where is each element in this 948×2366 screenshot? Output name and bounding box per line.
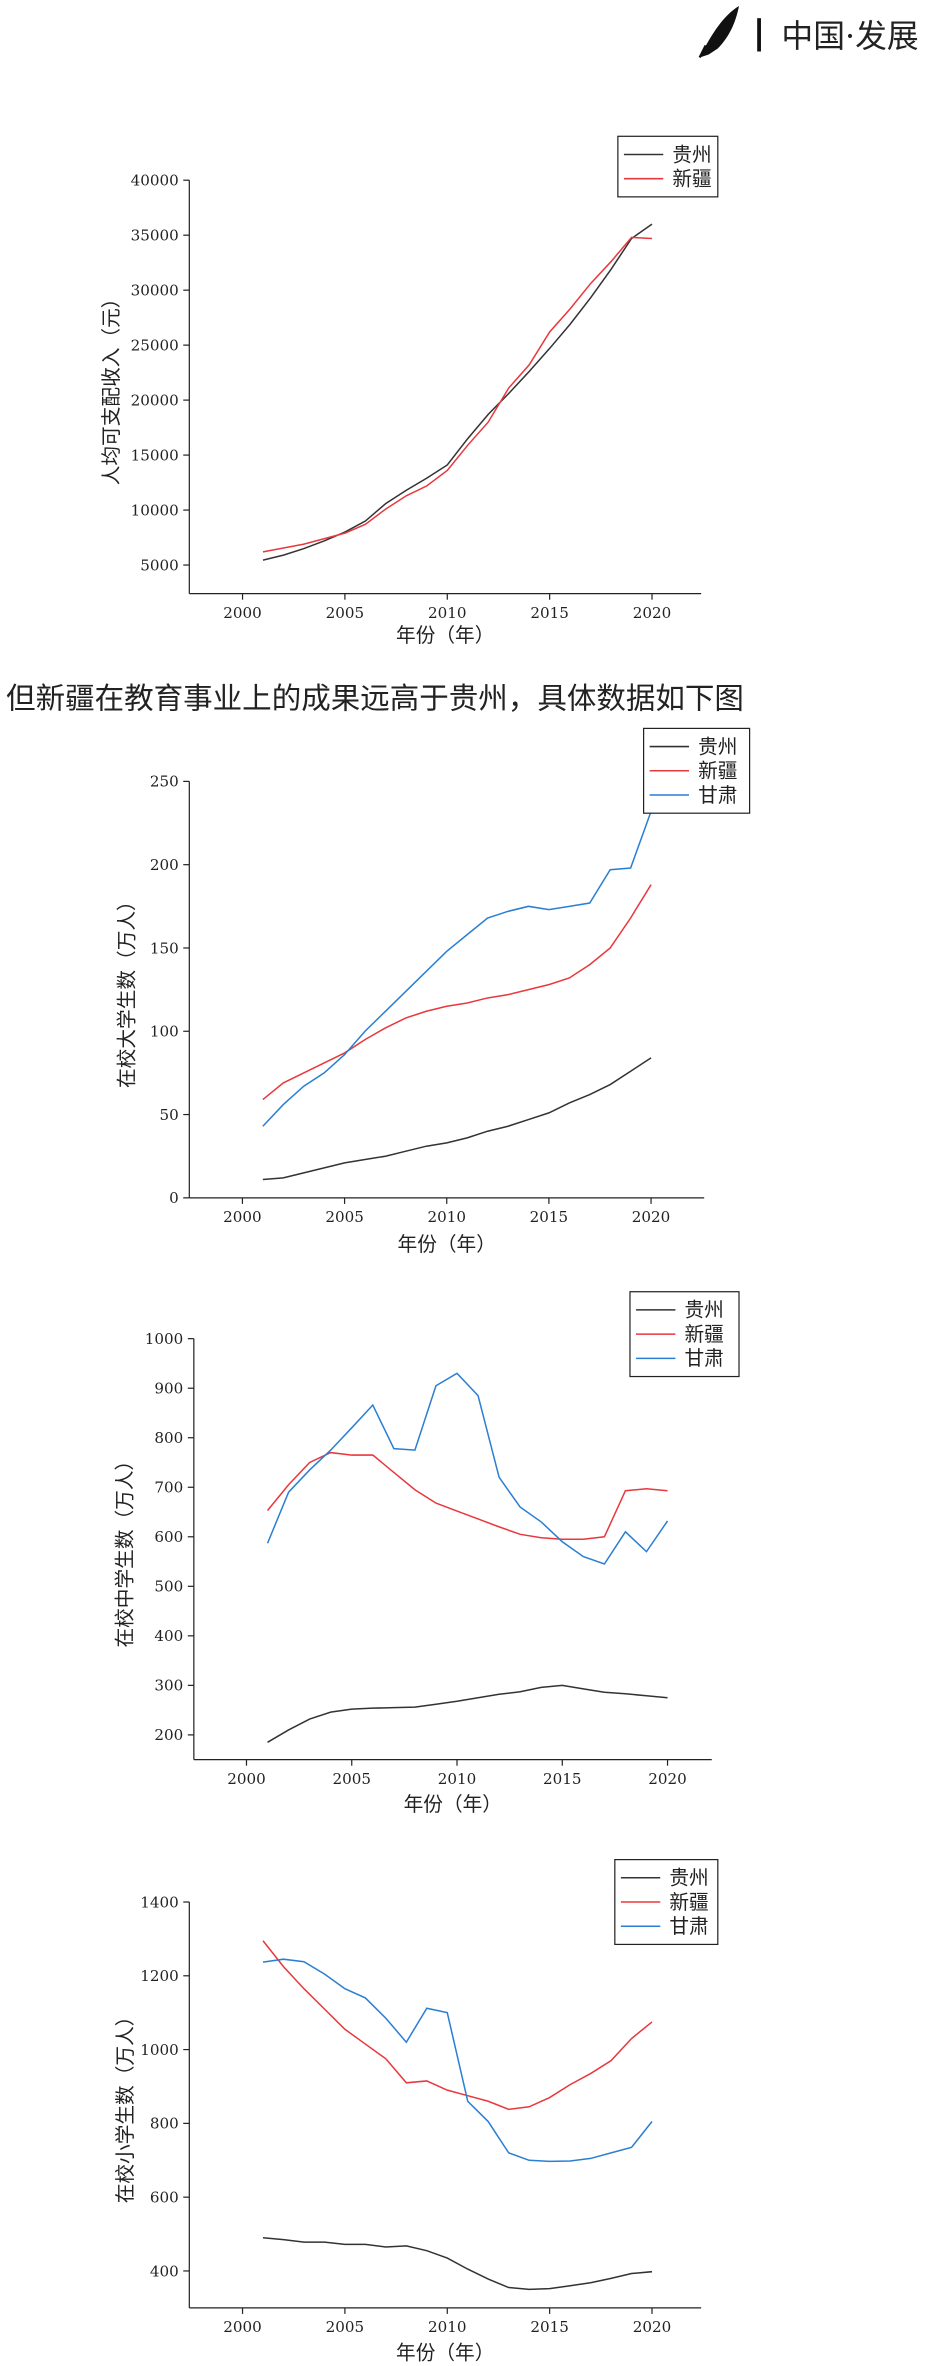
y-tick-label: 50 — [159, 1106, 178, 1124]
y-tick-label: 0 — [169, 1189, 179, 1207]
x-tick-label: 2000 — [223, 1208, 261, 1226]
x-tick-label: 2000 — [223, 604, 262, 622]
y-tick-label: 600 — [150, 2188, 179, 2206]
x-tick-label: 2000 — [223, 2318, 262, 2336]
legend-label: 贵州 — [669, 1867, 708, 1890]
y-tick-label: 1000 — [145, 1330, 184, 1348]
y-tick-label: 5000 — [140, 556, 179, 574]
y-tick-label: 400 — [150, 2262, 179, 2280]
y-tick-label: 700 — [154, 1479, 183, 1497]
y-tick-label: 40000 — [131, 172, 179, 190]
legend-label: 新疆 — [669, 1891, 708, 1914]
series-line — [262, 1057, 652, 1181]
y-tick-label: 300 — [154, 1677, 183, 1695]
legend-label: 贵州 — [672, 143, 711, 166]
x-tick-label: 2010 — [428, 604, 467, 622]
series-line — [262, 1940, 653, 2111]
series-line — [266, 1372, 669, 1565]
x-tick-label: 2010 — [428, 2318, 467, 2336]
series-line — [262, 236, 653, 553]
x-axis-label: 年份（年） — [396, 624, 494, 647]
x-tick-label: 2010 — [427, 1208, 466, 1226]
y-tick-label: 600 — [154, 1528, 183, 1546]
series-line — [262, 884, 652, 1101]
x-tick-label: 2020 — [632, 1208, 671, 1226]
x-tick-label: 2005 — [332, 1770, 371, 1788]
y-tick-label: 15000 — [131, 446, 179, 464]
legend-label: 新疆 — [672, 168, 711, 191]
x-tick-label: 2000 — [227, 1770, 265, 1788]
y-tick-label: 200 — [154, 1726, 183, 1744]
x-axis-label: 年份（年） — [396, 2341, 494, 2364]
series-line — [262, 223, 653, 561]
y-tick-label: 1000 — [140, 2041, 179, 2059]
legend-label: 甘肃 — [684, 1347, 723, 1370]
paragraph: 但新疆在教育事业上的成果远高于贵州，具体数据如下图 — [6, 682, 744, 716]
x-tick-label: 2015 — [530, 1208, 569, 1226]
y-axis-label: 在校大学生数（万人） — [115, 891, 138, 1088]
x-tick-label: 2010 — [438, 1770, 477, 1788]
y-tick-label: 200 — [150, 856, 179, 874]
legend-label: 新疆 — [684, 1323, 723, 1346]
y-tick-label: 25000 — [131, 336, 179, 354]
y-tick-label: 10000 — [131, 501, 179, 519]
x-tick-label: 2005 — [325, 1208, 364, 1226]
legend-box — [617, 135, 719, 198]
legend-label: 新疆 — [698, 760, 737, 783]
y-axis-label: 在校中学生数（万人） — [114, 1451, 137, 1648]
y-axis-label: 在校小学生数（万人） — [114, 2007, 137, 2204]
series-line — [262, 2236, 653, 2291]
x-axis-label: 年份（年） — [398, 1233, 496, 1256]
x-tick-label: 2005 — [326, 604, 365, 622]
series-line — [262, 811, 652, 1127]
y-tick-label: 20000 — [131, 391, 179, 409]
y-tick-label: 100 — [150, 1023, 179, 1041]
y-tick-label: 800 — [150, 2115, 179, 2133]
y-tick-label: 30000 — [131, 281, 179, 299]
series-line — [267, 1684, 668, 1743]
x-tick-label: 2020 — [633, 604, 672, 622]
y-tick-label: 400 — [154, 1627, 183, 1645]
series-line — [262, 1958, 653, 2163]
y-axis-label: 人均可支配收入（元） — [100, 289, 123, 486]
y-tick-label: 35000 — [131, 226, 179, 244]
y-tick-label: 1400 — [140, 1893, 179, 1911]
x-tick-label: 2015 — [530, 2318, 569, 2336]
y-tick-label: 800 — [154, 1429, 183, 1447]
y-tick-label: 1200 — [140, 1967, 179, 1985]
x-tick-label: 2020 — [633, 2318, 672, 2336]
x-tick-label: 2015 — [530, 604, 569, 622]
legend-label: 甘肃 — [698, 784, 737, 807]
legend-box — [642, 727, 751, 814]
feather-stem — [698, 44, 707, 59]
legend-label: 甘肃 — [669, 1915, 708, 1938]
logo-divider — [757, 18, 761, 52]
x-tick-label: 2015 — [543, 1770, 582, 1788]
y-tick-label: 900 — [154, 1380, 183, 1398]
y-tick-label: 250 — [150, 773, 179, 791]
y-tick-label: 150 — [150, 939, 179, 957]
legend-label: 贵州 — [684, 1299, 723, 1322]
x-axis-label: 年份（年） — [404, 1793, 502, 1816]
x-tick-label: 2005 — [326, 2318, 365, 2336]
brand: 中国·发展 — [781, 18, 918, 55]
legend-label: 贵州 — [698, 735, 737, 758]
feather-logo — [699, 6, 740, 58]
series-line — [266, 1451, 668, 1541]
x-tick-label: 2020 — [648, 1770, 687, 1788]
y-tick-label: 500 — [154, 1578, 183, 1596]
